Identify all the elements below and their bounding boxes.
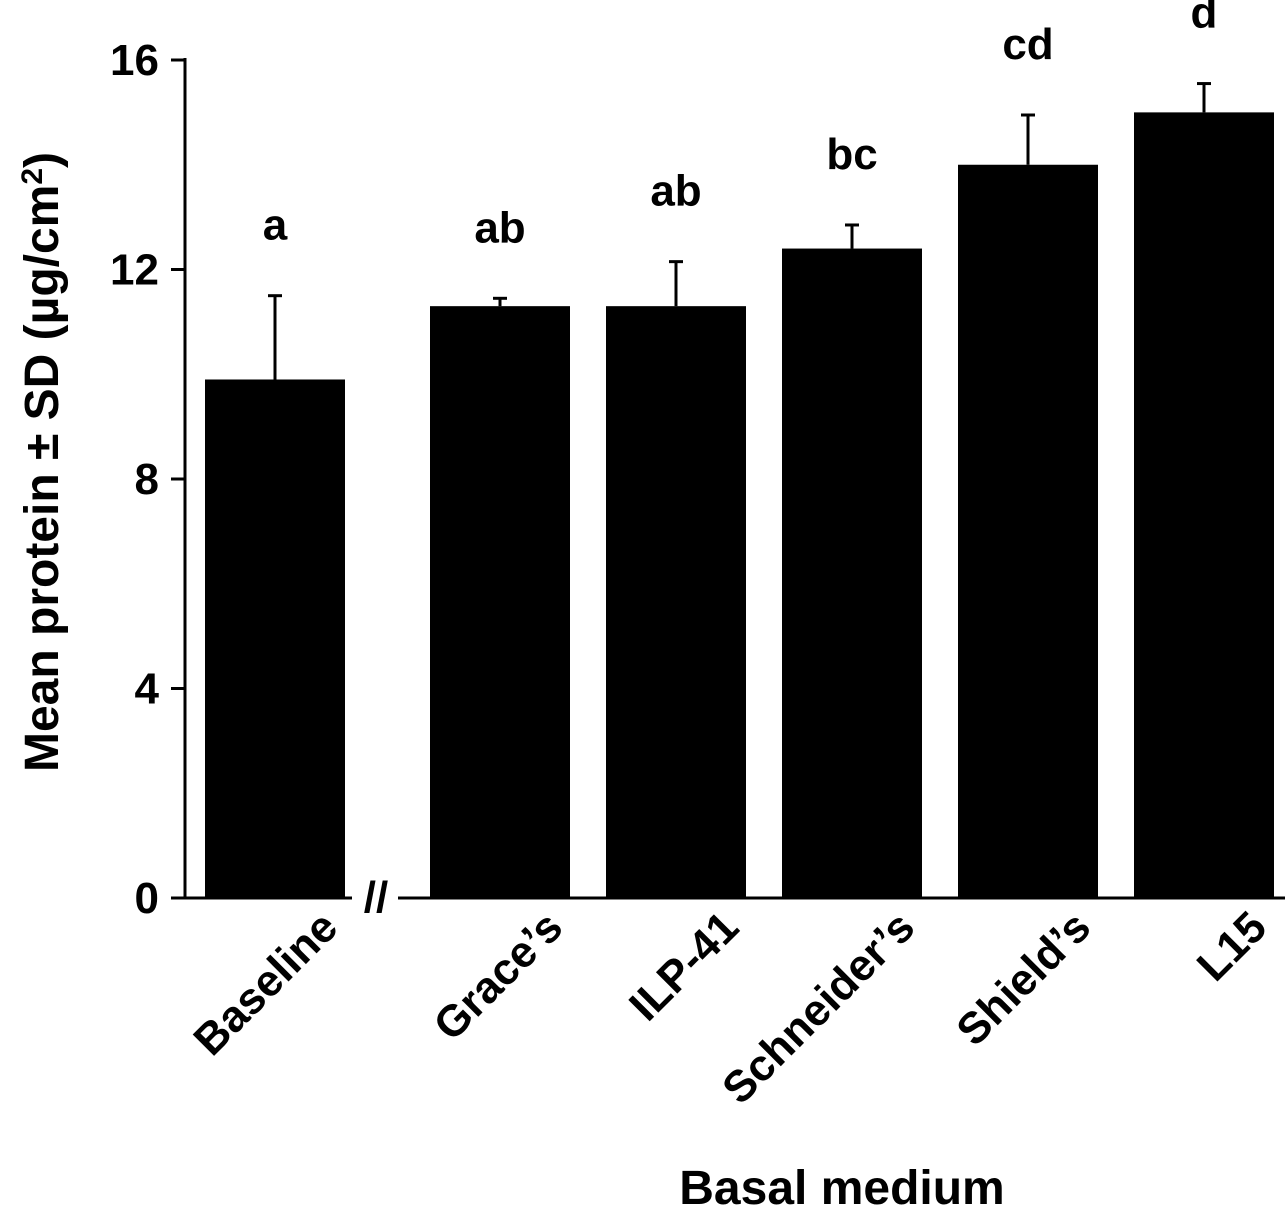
significance-label: ab bbox=[650, 167, 701, 216]
x-axis-title: Basal medium bbox=[679, 1162, 1004, 1207]
significance-label: a bbox=[263, 201, 288, 250]
y-tick-label: 4 bbox=[135, 665, 160, 714]
significance-label: d bbox=[1191, 0, 1218, 38]
bars bbox=[205, 112, 1274, 899]
significance-label: bc bbox=[826, 130, 877, 179]
bar bbox=[606, 306, 746, 899]
y-axis-title: Mean protein ± SD (µg/cm2) bbox=[16, 152, 70, 772]
x-tick-label: Grace’s bbox=[424, 902, 572, 1050]
significance-label: ab bbox=[474, 203, 525, 252]
x-tick-label: Baseline bbox=[184, 902, 347, 1065]
y-axis-ticks: 0 4 8 12 16 bbox=[110, 36, 185, 923]
x-tick-label: Shield’s bbox=[947, 902, 1100, 1055]
bar bbox=[958, 164, 1098, 898]
bar bbox=[430, 306, 570, 899]
y-axis-title-main: Mean protein ± SD (µg/cm bbox=[16, 185, 69, 772]
y-axis-title-suffix: ) bbox=[16, 152, 69, 168]
x-tick-label: ILP-41 bbox=[620, 902, 748, 1030]
bar bbox=[205, 379, 345, 898]
y-tick-label: 12 bbox=[110, 246, 159, 295]
y-tick-label: 16 bbox=[110, 36, 159, 85]
y-axis-title-superscript: 2 bbox=[16, 168, 49, 185]
error-bars bbox=[268, 82, 1211, 380]
axis-break-marker: // bbox=[364, 873, 388, 922]
significance-labels: a ab ab bc cd d bbox=[263, 0, 1218, 252]
bar bbox=[1134, 112, 1274, 898]
bar bbox=[782, 248, 922, 899]
x-tick-label: L15 bbox=[1188, 902, 1276, 990]
y-tick-label: 8 bbox=[135, 455, 159, 504]
y-tick-label: 0 bbox=[135, 874, 159, 923]
significance-label: cd bbox=[1002, 20, 1053, 69]
